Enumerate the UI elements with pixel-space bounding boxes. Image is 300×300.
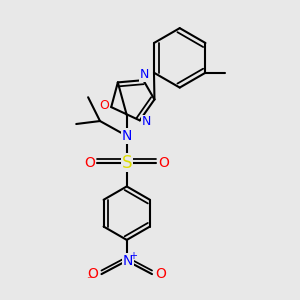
Text: N: N (123, 254, 134, 268)
Text: O: O (100, 99, 110, 112)
Text: O: O (155, 267, 166, 281)
Text: ⁻: ⁻ (86, 274, 93, 287)
Text: O: O (88, 267, 99, 281)
Text: +: + (129, 251, 137, 261)
Text: N: N (122, 129, 132, 143)
Text: N: N (142, 116, 151, 128)
Text: O: O (158, 156, 169, 170)
Text: S: S (122, 154, 132, 172)
Text: O: O (84, 156, 95, 170)
Text: N: N (140, 68, 149, 81)
